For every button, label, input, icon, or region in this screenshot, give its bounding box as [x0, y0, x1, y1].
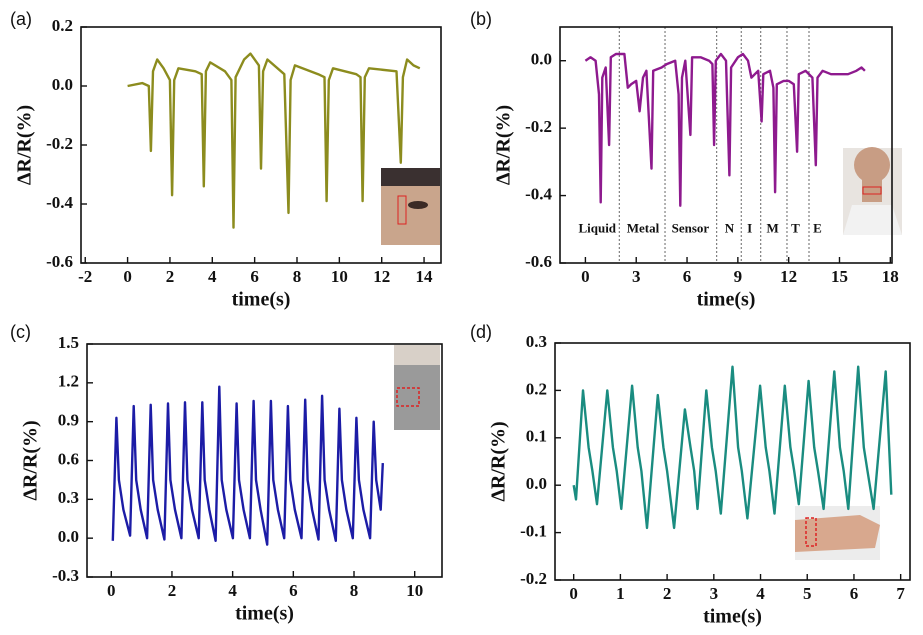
- x-tick-label: 7: [896, 584, 905, 603]
- y-tick-label: -0.2: [525, 117, 552, 136]
- panel-label: (b): [470, 9, 492, 29]
- x-tick-label: 12: [373, 267, 390, 286]
- y-tick-label: -0.6: [46, 252, 73, 271]
- inset-photo-chest: [394, 345, 440, 430]
- panel-label: (a): [10, 9, 32, 29]
- x-tick-label: -2: [78, 267, 92, 286]
- x-tick-label: 6: [683, 267, 692, 286]
- annotation: Sensor: [672, 220, 710, 235]
- data-line: [584, 52, 866, 207]
- x-tick-label: 4: [228, 581, 237, 600]
- y-tick-label: 0.0: [526, 474, 547, 493]
- x-tick-label: 10: [331, 267, 348, 286]
- x-tick-label: 4: [756, 584, 765, 603]
- x-tick-label: 0: [123, 267, 132, 286]
- y-axis-label: ΔR/R(%): [493, 105, 515, 185]
- y-tick-label: 0.6: [58, 449, 79, 468]
- y-tick-label: 0.2: [52, 16, 73, 35]
- x-tick-label: 2: [166, 267, 175, 286]
- annotation: M: [766, 220, 778, 235]
- annotation: Metal: [627, 220, 660, 235]
- plot-frame: [554, 342, 911, 581]
- y-tick-label: -0.2: [46, 134, 73, 153]
- x-tick-label: 1: [616, 584, 625, 603]
- x-axis-label: time(s): [697, 289, 756, 311]
- x-tick-label: 5: [803, 584, 812, 603]
- x-tick-label: 6: [289, 581, 298, 600]
- y-tick-label: -0.4: [525, 184, 552, 203]
- y-tick-label: 0.1: [526, 427, 547, 446]
- annotation: I: [747, 220, 752, 235]
- y-tick-label: 0.0: [58, 527, 79, 546]
- x-tick-label: 10: [406, 581, 423, 600]
- y-tick-label: 0.3: [526, 332, 547, 351]
- plot-frame: [559, 26, 893, 264]
- x-tick-label: 0: [107, 581, 116, 600]
- x-axis-label: time(s): [703, 606, 762, 628]
- inset-photo-neck: [843, 147, 902, 235]
- x-tick-label: 9: [734, 267, 743, 286]
- y-tick-label: 0.0: [531, 50, 552, 69]
- x-tick-label: 6: [250, 267, 259, 286]
- inset-photo-wrist: [795, 506, 880, 560]
- y-tick-label: 0.9: [58, 411, 79, 430]
- y-tick-label: 0.0: [52, 75, 73, 94]
- x-tick-label: 3: [632, 267, 641, 286]
- x-tick-label: 18: [882, 267, 899, 286]
- x-tick-label: 8: [350, 581, 359, 600]
- x-tick-label: 15: [831, 267, 848, 286]
- plot-frame: [86, 343, 443, 578]
- x-axis-label: time(s): [232, 289, 291, 311]
- x-tick-label: 12: [780, 267, 797, 286]
- data-line: [127, 52, 421, 229]
- annotation: Liquid: [578, 220, 616, 235]
- x-tick-label: 0: [569, 584, 578, 603]
- y-axis-label: ΔR/R(%): [20, 420, 42, 500]
- x-tick-label: 0: [581, 267, 590, 286]
- y-axis-label: ΔR/R(%): [14, 105, 36, 185]
- y-tick-label: 1.5: [58, 333, 79, 352]
- y-tick-label: -0.2: [520, 569, 547, 588]
- y-tick-label: 0.3: [58, 488, 79, 507]
- x-tick-label: 6: [850, 584, 859, 603]
- x-tick-label: 2: [168, 581, 177, 600]
- y-tick-label: 1.2: [58, 372, 79, 391]
- y-tick-label: -0.1: [520, 522, 547, 541]
- annotation: T: [791, 220, 800, 235]
- panel-label: (c): [10, 322, 31, 342]
- x-tick-label: 4: [208, 267, 217, 286]
- x-tick-label: 3: [710, 584, 719, 603]
- y-tick-label: -0.6: [525, 252, 552, 271]
- data-line: [111, 385, 384, 546]
- panel-label: (d): [470, 322, 492, 342]
- x-axis-label: time(s): [235, 603, 294, 625]
- annotation: E: [813, 220, 822, 235]
- x-tick-label: 2: [663, 584, 672, 603]
- annotation: N: [725, 220, 735, 235]
- y-tick-label: -0.4: [46, 193, 73, 212]
- y-tick-label: 0.2: [526, 379, 547, 398]
- x-tick-label: 14: [416, 267, 434, 286]
- inset-photo-face: [381, 168, 440, 245]
- x-tick-label: 8: [293, 267, 302, 286]
- y-axis-label: ΔR/R(%): [488, 421, 510, 501]
- y-tick-label: -0.3: [52, 566, 79, 585]
- data-line: [572, 365, 893, 530]
